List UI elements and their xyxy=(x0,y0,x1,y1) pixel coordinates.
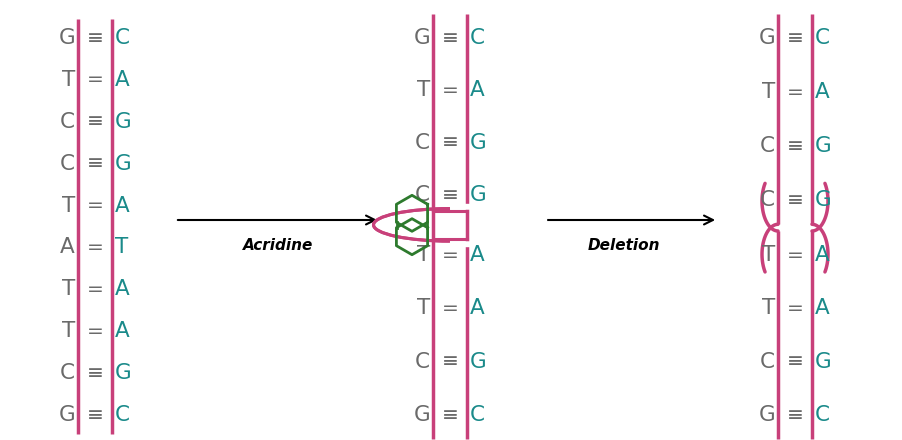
Text: ≡: ≡ xyxy=(441,406,458,425)
Text: C: C xyxy=(815,405,829,425)
Text: C: C xyxy=(60,112,75,132)
Text: G: G xyxy=(115,112,132,132)
Text: C: C xyxy=(759,190,774,210)
Text: ≡: ≡ xyxy=(786,191,803,209)
Text: G: G xyxy=(469,352,486,372)
Text: ≡: ≡ xyxy=(441,186,458,205)
Text: ≡: ≡ xyxy=(87,112,104,131)
Text: A: A xyxy=(115,195,130,216)
Text: C: C xyxy=(60,154,75,174)
Text: ≡: ≡ xyxy=(786,136,803,155)
Text: C: C xyxy=(60,363,75,383)
Text: T: T xyxy=(417,245,429,265)
Text: =: = xyxy=(786,246,803,264)
Text: A: A xyxy=(469,81,484,100)
Text: G: G xyxy=(758,28,774,48)
Text: =: = xyxy=(87,238,104,257)
Text: =: = xyxy=(441,299,458,318)
Text: Acridine: Acridine xyxy=(243,238,313,253)
Text: T: T xyxy=(61,321,75,341)
Text: A: A xyxy=(115,70,130,90)
Text: =: = xyxy=(786,83,803,102)
Text: G: G xyxy=(115,363,132,383)
Text: ≡: ≡ xyxy=(441,352,458,371)
Text: T: T xyxy=(417,298,429,318)
Text: A: A xyxy=(815,245,829,265)
Text: T: T xyxy=(61,70,75,90)
Text: G: G xyxy=(815,190,831,210)
Text: =: = xyxy=(441,81,458,100)
Text: G: G xyxy=(815,352,831,372)
Text: ≡: ≡ xyxy=(87,406,104,425)
Text: ≡: ≡ xyxy=(786,352,803,371)
Text: =: = xyxy=(786,299,803,318)
Text: G: G xyxy=(413,405,429,425)
Text: ≡: ≡ xyxy=(87,29,104,48)
Text: G: G xyxy=(59,28,75,48)
Text: T: T xyxy=(61,279,75,299)
Text: G: G xyxy=(469,185,486,205)
Text: A: A xyxy=(815,298,829,318)
Text: A: A xyxy=(115,279,130,299)
Text: C: C xyxy=(415,352,429,372)
Text: G: G xyxy=(815,136,831,156)
Text: ≡: ≡ xyxy=(441,133,458,152)
Text: G: G xyxy=(758,405,774,425)
Text: A: A xyxy=(115,321,130,341)
Text: C: C xyxy=(469,405,484,425)
Text: A: A xyxy=(60,238,75,257)
Text: T: T xyxy=(761,82,774,102)
Text: C: C xyxy=(415,133,429,153)
Text: C: C xyxy=(469,28,484,48)
Text: =: = xyxy=(441,246,458,264)
Bar xyxy=(449,204,546,246)
Text: ≡: ≡ xyxy=(441,29,458,48)
Text: T: T xyxy=(61,195,75,216)
Text: T: T xyxy=(115,238,128,257)
Text: T: T xyxy=(761,298,774,318)
Text: =: = xyxy=(87,196,104,215)
Text: ≡: ≡ xyxy=(786,29,803,48)
Text: Deletion: Deletion xyxy=(587,238,659,253)
Text: ≡: ≡ xyxy=(87,154,104,173)
Text: G: G xyxy=(469,133,486,153)
Text: T: T xyxy=(417,81,429,100)
Text: C: C xyxy=(115,28,130,48)
Text: =: = xyxy=(87,70,104,89)
Text: C: C xyxy=(759,136,774,156)
Text: C: C xyxy=(759,352,774,372)
Text: G: G xyxy=(413,28,429,48)
Text: A: A xyxy=(469,245,484,265)
Text: C: C xyxy=(815,28,829,48)
Text: =: = xyxy=(87,322,104,341)
Text: T: T xyxy=(761,245,774,265)
Text: C: C xyxy=(415,185,429,205)
Text: C: C xyxy=(115,405,130,425)
Text: A: A xyxy=(469,298,484,318)
Text: ≡: ≡ xyxy=(786,406,803,425)
Text: =: = xyxy=(87,280,104,299)
Text: G: G xyxy=(115,154,132,174)
Text: ≡: ≡ xyxy=(87,363,104,383)
Text: A: A xyxy=(815,82,829,102)
Text: G: G xyxy=(59,405,75,425)
